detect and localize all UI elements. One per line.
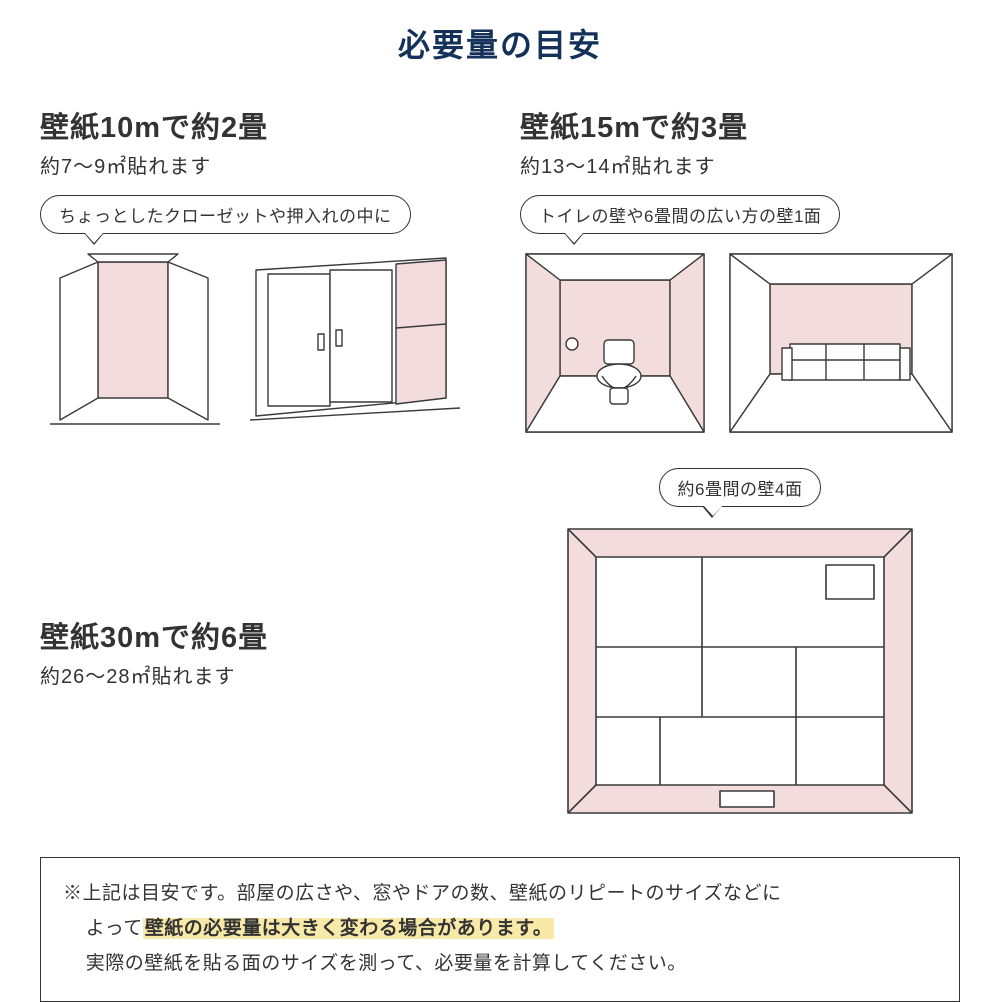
note-highlight: 壁紙の必要量は大きく変わる場合があります。 (143, 918, 555, 939)
illustration-10m (40, 248, 480, 428)
heading-30m: 壁紙30mで約6畳 (40, 614, 480, 656)
illustration-roomplan (520, 521, 960, 821)
cell-roomplan: 約6畳間の壁4面 (520, 468, 960, 821)
sub-15m: 約13〜14㎡貼れます (520, 150, 960, 179)
heading-15m: 壁紙15mで約3畳 (520, 104, 960, 146)
closet-sliding-icon (246, 248, 466, 428)
toilet-room-icon (520, 248, 710, 438)
note-box: ※上記は目安です。部屋の広さや、窓やドアの数、壁紙のリピートのサイズなどに よっ… (40, 857, 960, 1002)
page-title: 必要量の目安 (40, 20, 960, 66)
closet-open-icon (40, 248, 230, 428)
illustration-15m (520, 248, 960, 438)
cell-10m: 壁紙10mで約2畳 約7〜9㎡貼れます ちょっとしたクローゼットや押入れの中に (40, 104, 480, 438)
sub-10m: 約7〜9㎡貼れます (40, 150, 480, 179)
note-line3: 実際の壁紙を貼る面のサイズを測って、必要量を計算してください。 (63, 946, 937, 981)
room-plan-icon (560, 521, 920, 821)
living-room-icon (726, 248, 956, 438)
cell-30m: 壁紙30mで約6畳 約26〜28㎡貼れます (40, 468, 480, 821)
note-line2-prefix: よって (86, 918, 143, 939)
sub-30m: 約26〜28㎡貼れます (40, 660, 480, 689)
bubble-roomplan: 約6畳間の壁4面 (659, 468, 822, 507)
bubble-10m: ちょっとしたクローゼットや押入れの中に (40, 195, 411, 234)
guide-grid: 壁紙10mで約2畳 約7〜9㎡貼れます ちょっとしたクローゼットや押入れの中に (40, 104, 960, 821)
note-line1: ※上記は目安です。部屋の広さや、窓やドアの数、壁紙のリピートのサイズなどに (63, 883, 781, 904)
bubble-15m: トイレの壁や6畳間の広い方の壁1面 (520, 195, 840, 234)
cell-15m: 壁紙15mで約3畳 約13〜14㎡貼れます トイレの壁や6畳間の広い方の壁1面 (520, 104, 960, 438)
heading-10m: 壁紙10mで約2畳 (40, 104, 480, 146)
